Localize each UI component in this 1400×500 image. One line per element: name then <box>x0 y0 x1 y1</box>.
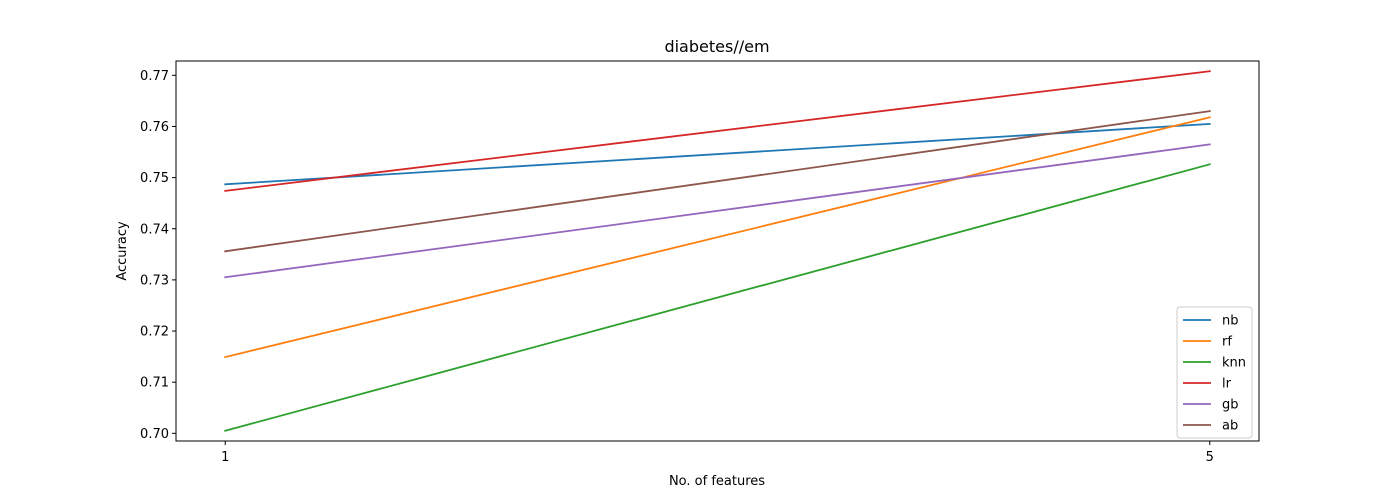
plot-frame <box>175 60 1260 442</box>
series-line-knn <box>224 163 1211 432</box>
x-tick-label: 1 <box>221 450 229 465</box>
legend: nb rf knn lr gb ab <box>1176 306 1253 439</box>
legend-label-lr: lr <box>1222 377 1232 392</box>
legend-label-ab: ab <box>1222 419 1238 434</box>
series-line-rf <box>224 116 1211 359</box>
x-axis-title: No. of features <box>669 474 765 489</box>
chart-title: diabetes//em <box>664 37 769 56</box>
legend-label-nb: nb <box>1222 314 1239 329</box>
legend-label-rf: rf <box>1222 335 1232 350</box>
y-tick-label: 0.72 <box>140 325 169 340</box>
y-axis: 0.70 0.71 0.72 0.73 0.74 0.75 0.76 0.77 <box>140 69 176 442</box>
series-line-lr <box>224 70 1211 192</box>
y-tick-label: 0.77 <box>140 69 169 84</box>
series-line-ab <box>224 110 1211 253</box>
y-tick-label: 0.73 <box>140 273 169 288</box>
series-lines <box>224 70 1211 432</box>
plot-area <box>175 60 1260 442</box>
y-tick-label: 0.76 <box>140 120 169 135</box>
y-tick-label: 0.70 <box>140 427 169 442</box>
legend-label-knn: knn <box>1222 356 1246 371</box>
y-tick-label: 0.74 <box>140 222 169 237</box>
y-tick-label: 0.75 <box>140 171 169 186</box>
y-axis-title: Accuracy <box>115 221 130 281</box>
series-line-gb <box>224 143 1211 279</box>
x-tick-label: 5 <box>1206 450 1214 465</box>
y-tick-label: 0.71 <box>140 376 169 391</box>
legend-label-gb: gb <box>1222 398 1239 413</box>
legend-box <box>1176 306 1253 439</box>
